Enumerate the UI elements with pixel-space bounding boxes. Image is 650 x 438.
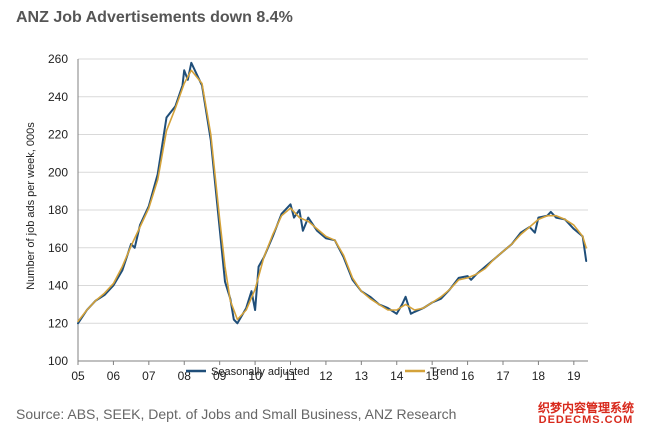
y-tick-label: 220: [48, 128, 68, 142]
x-tick-label: 12: [319, 369, 333, 383]
x-tick-label: 10: [248, 369, 262, 383]
watermark-line-2: DEDECMS.COM: [538, 413, 634, 426]
tick-labels: 100 120 140 160 180 200 220 240 260 05 06 07 08 09 10 1…: [25, 52, 581, 383]
y-tick-label: 200: [48, 165, 68, 179]
y-tick-label: 160: [48, 241, 68, 255]
legend-label: Trend: [430, 366, 458, 378]
x-tick-label: 06: [107, 369, 121, 383]
source-note: Source: ABS, SEEK, Dept. of Jobs and Sma…: [16, 406, 457, 422]
x-tick-label: 15: [425, 369, 439, 383]
y-axis-title: Number of job ads per week, 000s: [25, 122, 37, 290]
gridlines: [78, 58, 588, 324]
series-line-trend: [77, 69, 587, 323]
y-tick-label: 260: [48, 52, 68, 66]
y-tick-label: 140: [48, 279, 68, 293]
x-tick-label: 19: [567, 369, 581, 383]
x-tick-label: 18: [532, 369, 546, 383]
x-tick-label: 14: [390, 369, 404, 383]
legend: Seasonally adjusted Trend: [186, 366, 458, 378]
axes: [77, 59, 588, 365]
legend-label: Seasonally adjusted: [211, 366, 309, 378]
x-tick-label: 05: [71, 369, 85, 383]
y-tick-label: 120: [48, 316, 68, 330]
x-tick-label: 17: [496, 369, 510, 383]
watermark-line-1: 织梦内容管理系统: [537, 401, 634, 415]
x-tick-label: 11: [284, 369, 297, 383]
x-tick-label: 13: [355, 369, 369, 383]
series-lines: [77, 61, 588, 325]
y-tick-label: 180: [48, 203, 68, 217]
y-tick-label: 240: [48, 90, 68, 104]
x-tick-label: 08: [178, 369, 192, 383]
x-tick-label: 09: [213, 369, 227, 383]
y-tick-label: 100: [48, 354, 68, 368]
x-tick-label: 16: [461, 369, 475, 383]
watermark-logo: 织梦内容管理系统 DEDECMS.COM: [526, 402, 646, 426]
chart-title: ANZ Job Advertisements down 8.4%: [16, 9, 293, 26]
line-chart: 100 120 140 160 180 200 220 240 260 05 06 07 08 09 10 1…: [25, 52, 588, 383]
x-tick-label: 07: [142, 369, 156, 383]
